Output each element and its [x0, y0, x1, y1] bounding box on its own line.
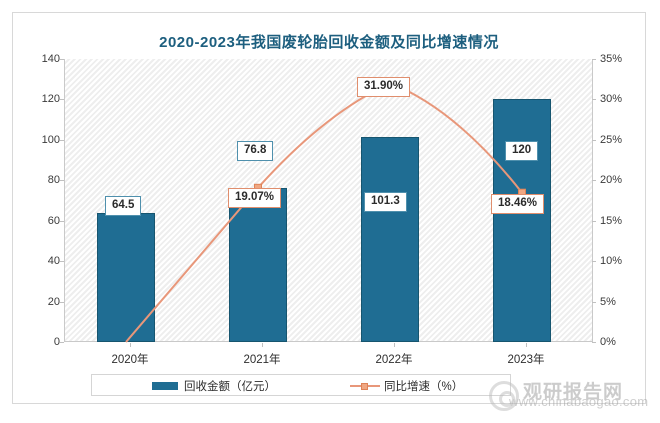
y-right-tick-25: 25% [600, 134, 623, 146]
y-right-tick-30: 30% [600, 93, 623, 105]
y-left-tickmark [60, 140, 64, 141]
watermark-url: www.chinabaogao.com [509, 394, 649, 409]
line-label-2021: 19.07% [228, 188, 282, 208]
y-left-tick-80: 80 [47, 174, 60, 186]
y-left-tick-20: 20 [47, 296, 60, 308]
y-left-tick-140: 140 [41, 53, 60, 65]
x-label-2023: 2023年 [507, 354, 545, 366]
bar-label-2021: 76.8 [237, 141, 274, 161]
bar-label-2023: 120 [505, 141, 539, 161]
legend-item-growth-rate[interactable]: 同比增速（%） [350, 377, 463, 395]
y-right-tickmark [592, 302, 596, 303]
y-right-tickmark [592, 221, 596, 222]
chart-legend: 回收金额（亿元） 同比增速（%） [91, 374, 511, 396]
y-left-tickmark [60, 221, 64, 222]
bar-label-2020: 64.5 [105, 196, 142, 216]
y-left-tickmark [60, 180, 64, 181]
bar-2023[interactable] [493, 99, 551, 342]
y-right-tickmark [592, 140, 596, 141]
y-left-tick-0: 0 [53, 336, 60, 348]
x-tickmark [262, 343, 263, 347]
watermark: 观研报告网 www.chinabaogao.com [487, 379, 660, 423]
legend-label-recovery-amount: 回收金额（亿元） [184, 381, 276, 393]
line-label-2023: 18.46% [491, 194, 545, 214]
y-right-tick-10: 10% [600, 255, 623, 267]
y-right-tick-20: 20% [600, 174, 623, 186]
chart-card: 2020-2023年我国废轮胎回收金额及同比增速情况 140 120 100 8… [12, 12, 648, 411]
watermark-brand: 观研报告网 [523, 382, 624, 403]
y-right-tick-5: 5% [600, 296, 616, 308]
line-label-2022: 31.90% [357, 77, 411, 97]
y-right-tickmark [592, 180, 596, 181]
bar-label-2022: 101.3 [364, 192, 407, 212]
bar-2021[interactable] [229, 187, 287, 342]
x-label-2021: 2021年 [243, 354, 281, 366]
y-right-tick-35: 35% [600, 53, 623, 65]
y-left-tickmark [60, 59, 64, 60]
y-right-tickmark [592, 59, 596, 60]
y-right-tickmark [592, 342, 596, 343]
y-right-tick-15: 15% [600, 215, 623, 227]
y-right-tickmark [592, 99, 596, 100]
y-right-tick-0: 0% [600, 336, 616, 348]
y-left-tick-40: 40 [47, 255, 60, 267]
chart-title: 2020-2023年我国废轮胎回收金额及同比增速情况 [159, 34, 499, 51]
x-label-2022: 2022年 [375, 354, 413, 366]
legend-line-swatch-icon [350, 381, 380, 391]
legend-bar-swatch-icon [152, 382, 178, 390]
y-left-tick-60: 60 [47, 215, 60, 227]
y-left-tick-120: 120 [41, 93, 60, 105]
line-path [125, 82, 523, 343]
y-axis-right-line [592, 59, 593, 343]
y-left-tickmark [60, 342, 64, 343]
y-left-tick-100: 100 [41, 134, 60, 146]
y-left-tickmark [60, 261, 64, 262]
x-tickmark [394, 343, 395, 347]
legend-label-growth-rate: 同比增速（%） [384, 381, 464, 393]
x-tickmark [526, 343, 527, 347]
x-tickmark [130, 343, 131, 347]
x-label-2020: 2020年 [111, 354, 149, 366]
y-right-tickmark [592, 261, 596, 262]
y-left-tickmark [60, 302, 64, 303]
bar-2022[interactable] [361, 137, 419, 342]
y-left-tickmark [60, 99, 64, 100]
legend-item-recovery-amount[interactable]: 回收金额（亿元） [152, 377, 276, 395]
